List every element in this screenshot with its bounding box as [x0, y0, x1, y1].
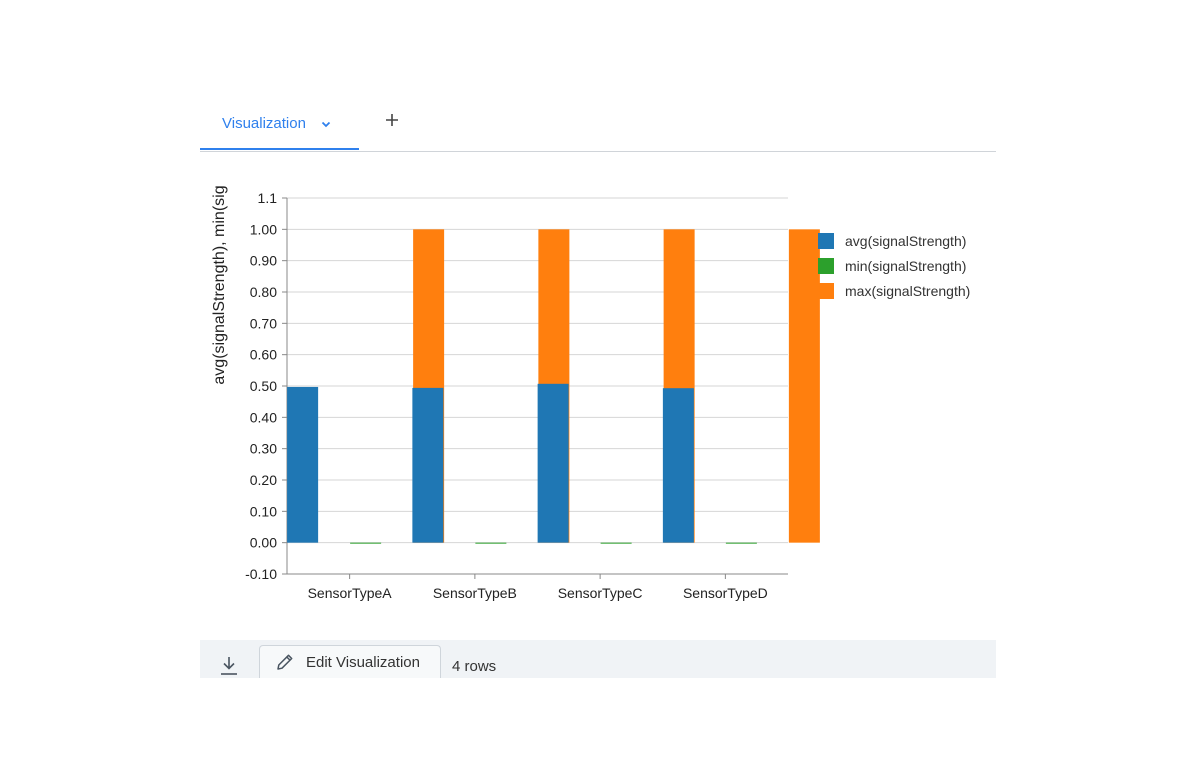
- bar-avgsignalstrength: [537, 383, 569, 543]
- legend-label: avg(signalStrength): [845, 233, 966, 249]
- tab-visualization-label: Visualization: [222, 114, 306, 132]
- x-tick-label: SensorTypeB: [433, 585, 517, 601]
- bar-avgsignalstrength: [412, 387, 444, 543]
- edit-visualization-button[interactable]: Edit Visualization: [259, 645, 441, 678]
- y-axis-label: avg(signalStrength), min(sig: [211, 185, 228, 384]
- pencil-icon: [277, 654, 293, 670]
- edit-visualization-label: Edit Visualization: [306, 653, 420, 671]
- x-tick-label: SensorTypeA: [308, 585, 393, 601]
- bar-chart: -0.10 0.00 0.10 0.20 0.30 0.40 0.50 0.60 0.70 0.8…: [211, 185, 970, 601]
- y-tick-label: 0.90: [250, 253, 277, 269]
- bar-minsignalstrength: [725, 542, 757, 544]
- tab-bar: Visualization: [200, 98, 996, 152]
- tab-visualization[interactable]: Visualization: [200, 98, 359, 150]
- bar-avgsignalstrength: [662, 388, 694, 543]
- y-tick-label: 0.40: [250, 409, 277, 425]
- download-icon: [221, 657, 237, 675]
- y-tick-label: 1.00: [250, 221, 277, 237]
- x-tick-label: SensorTypeC: [558, 585, 643, 601]
- y-tick-label: 0.60: [250, 347, 277, 363]
- bar-minsignalstrength: [350, 542, 382, 544]
- y-tick-label: 0.10: [250, 503, 277, 519]
- row-count: 4 rows: [452, 658, 497, 675]
- y-tick-label: 0.20: [250, 472, 277, 488]
- y-tick-label: 0.80: [250, 284, 277, 300]
- y-tick-label: 0.30: [250, 441, 277, 457]
- bar-minsignalstrength: [600, 542, 632, 544]
- legend-swatch: [818, 233, 834, 249]
- download-button[interactable]: [218, 654, 240, 676]
- y-tick-label: 1.1: [258, 190, 278, 206]
- legend-label: min(signalStrength): [845, 258, 966, 274]
- bar-avgsignalstrength: [287, 386, 319, 543]
- bar-minsignalstrength: [475, 542, 507, 544]
- legend-swatch: [818, 258, 834, 274]
- y-tick-label: 0.00: [250, 535, 277, 551]
- y-tick-label: 0.50: [250, 378, 277, 394]
- legend-label: max(signalStrength): [845, 283, 970, 299]
- chevron-down-icon[interactable]: [320, 117, 332, 129]
- y-tick-label: 0.70: [250, 315, 277, 331]
- x-tick-label: SensorTypeD: [683, 585, 768, 601]
- results-footer: Edit Visualization 4 rows: [200, 640, 996, 678]
- bar-maxsignalstrength: [788, 229, 820, 543]
- plus-icon: [386, 114, 398, 126]
- add-tab-button[interactable]: [380, 108, 404, 132]
- y-tick-label: -0.10: [245, 566, 277, 582]
- legend-swatch: [818, 283, 834, 299]
